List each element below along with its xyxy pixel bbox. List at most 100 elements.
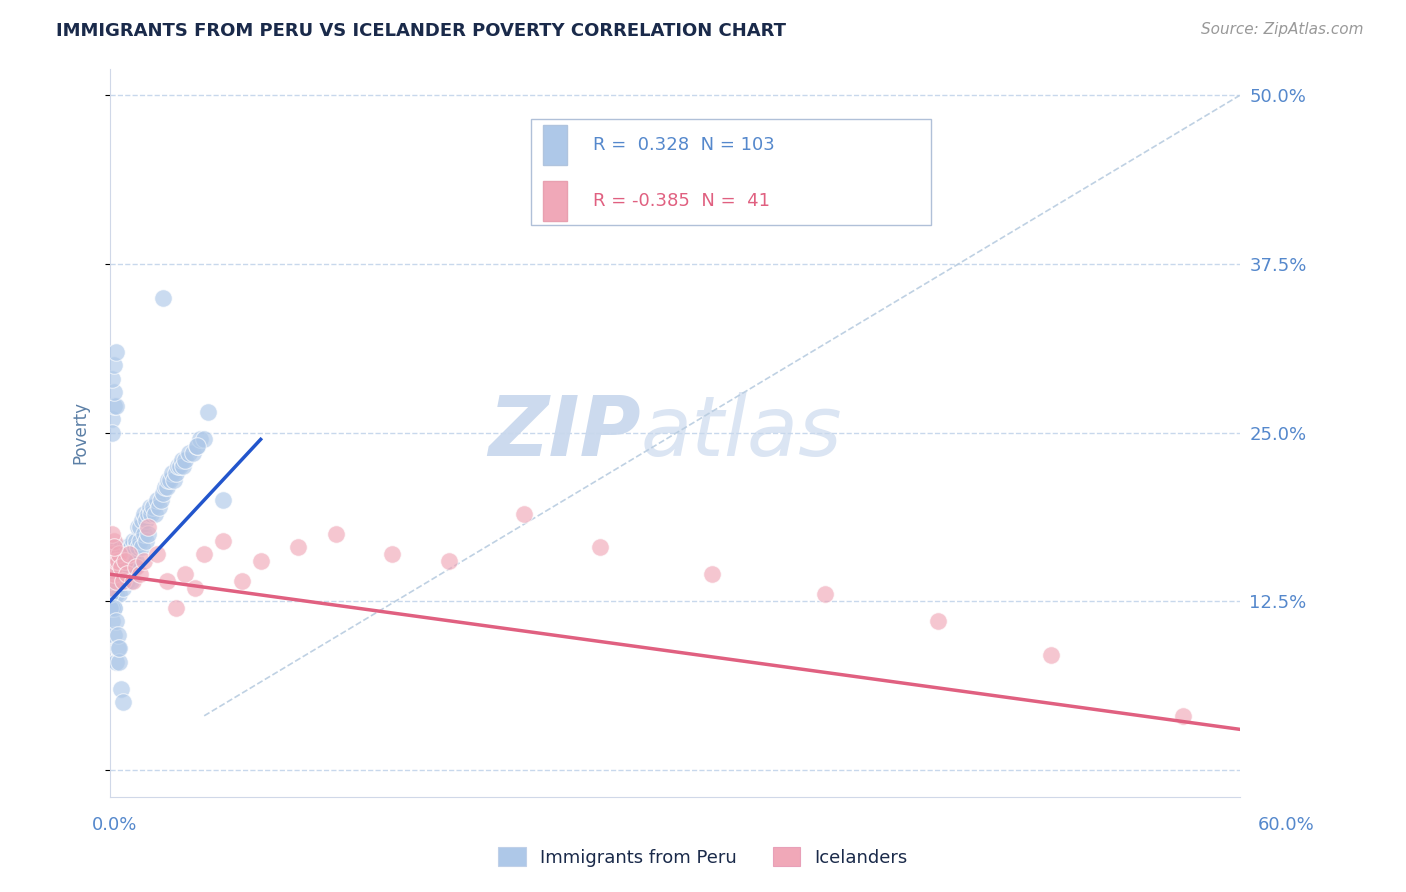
Point	[118, 547, 141, 561]
Point	[114, 554, 136, 568]
Text: atlas: atlas	[641, 392, 842, 473]
Point	[165, 466, 187, 480]
Point	[101, 601, 124, 615]
Point	[173, 459, 195, 474]
Point	[1171, 708, 1194, 723]
Point	[120, 574, 142, 588]
Point	[101, 554, 124, 568]
Point	[179, 446, 201, 460]
Text: 0.0%: 0.0%	[91, 816, 136, 834]
Point	[103, 358, 125, 372]
Point	[101, 547, 124, 561]
Point	[110, 567, 132, 582]
Point	[114, 541, 136, 555]
Point	[115, 560, 138, 574]
Point	[107, 641, 129, 656]
Point	[138, 500, 160, 514]
Point	[136, 507, 159, 521]
Point	[165, 601, 187, 615]
Point	[193, 547, 215, 561]
Point	[108, 587, 131, 601]
Point	[114, 567, 136, 582]
Point	[186, 439, 208, 453]
Point	[103, 567, 125, 582]
Point	[136, 520, 159, 534]
Point	[108, 547, 131, 561]
Text: R =  0.328  N = 103: R = 0.328 N = 103	[593, 136, 775, 154]
Point	[98, 601, 121, 615]
Point	[107, 554, 129, 568]
Point	[118, 560, 141, 574]
Point	[149, 493, 172, 508]
Point	[112, 574, 135, 588]
Point	[124, 541, 146, 555]
Point	[181, 446, 204, 460]
Point	[101, 526, 124, 541]
Point	[174, 452, 197, 467]
Point	[193, 433, 215, 447]
Point	[112, 695, 135, 709]
Point	[163, 473, 186, 487]
Point	[437, 554, 460, 568]
Point	[112, 581, 135, 595]
Point	[174, 567, 197, 582]
Point	[110, 681, 132, 696]
Point	[104, 344, 127, 359]
Point	[124, 560, 146, 574]
Point	[513, 507, 536, 521]
Point	[135, 513, 157, 527]
Point	[101, 615, 124, 629]
Point	[152, 486, 174, 500]
Point	[588, 541, 610, 555]
Point	[121, 533, 143, 548]
Point	[125, 560, 148, 574]
Point	[153, 479, 176, 493]
Point	[103, 385, 125, 400]
Point	[169, 459, 191, 474]
Point	[112, 560, 135, 574]
Point	[107, 567, 129, 582]
Point	[287, 541, 309, 555]
Point	[103, 399, 125, 413]
Point	[107, 628, 129, 642]
Point	[108, 655, 131, 669]
Point	[135, 533, 157, 548]
Point	[1040, 648, 1063, 662]
Point	[103, 601, 125, 615]
Point	[120, 541, 142, 555]
Point	[146, 493, 169, 508]
Text: R = -0.385  N =  41: R = -0.385 N = 41	[593, 192, 770, 210]
Point	[325, 526, 347, 541]
Point	[197, 405, 219, 419]
Point	[136, 526, 159, 541]
Point	[103, 541, 125, 555]
Point	[212, 533, 235, 548]
Point	[146, 547, 169, 561]
Point	[159, 473, 181, 487]
Point	[186, 439, 208, 453]
Point	[98, 587, 121, 601]
Point	[115, 567, 138, 582]
Point	[132, 507, 155, 521]
Point	[129, 533, 152, 548]
Text: IMMIGRANTS FROM PERU VS ICELANDER POVERTY CORRELATION CHART: IMMIGRANTS FROM PERU VS ICELANDER POVERT…	[56, 22, 786, 40]
Point	[160, 466, 183, 480]
Point	[115, 574, 138, 588]
Point	[101, 372, 124, 386]
Point	[101, 581, 124, 595]
Point	[118, 567, 141, 582]
Point	[155, 479, 177, 493]
Point	[143, 507, 166, 521]
Point	[104, 587, 127, 601]
Point	[104, 554, 127, 568]
Point	[190, 433, 212, 447]
Point	[101, 425, 124, 440]
Legend: Immigrants from Peru, Icelanders: Immigrants from Peru, Icelanders	[491, 840, 915, 874]
Point	[131, 513, 153, 527]
Point	[107, 560, 129, 574]
Point	[104, 399, 127, 413]
Point	[121, 554, 143, 568]
Point	[108, 547, 131, 561]
Point	[104, 655, 127, 669]
Point	[127, 541, 149, 555]
